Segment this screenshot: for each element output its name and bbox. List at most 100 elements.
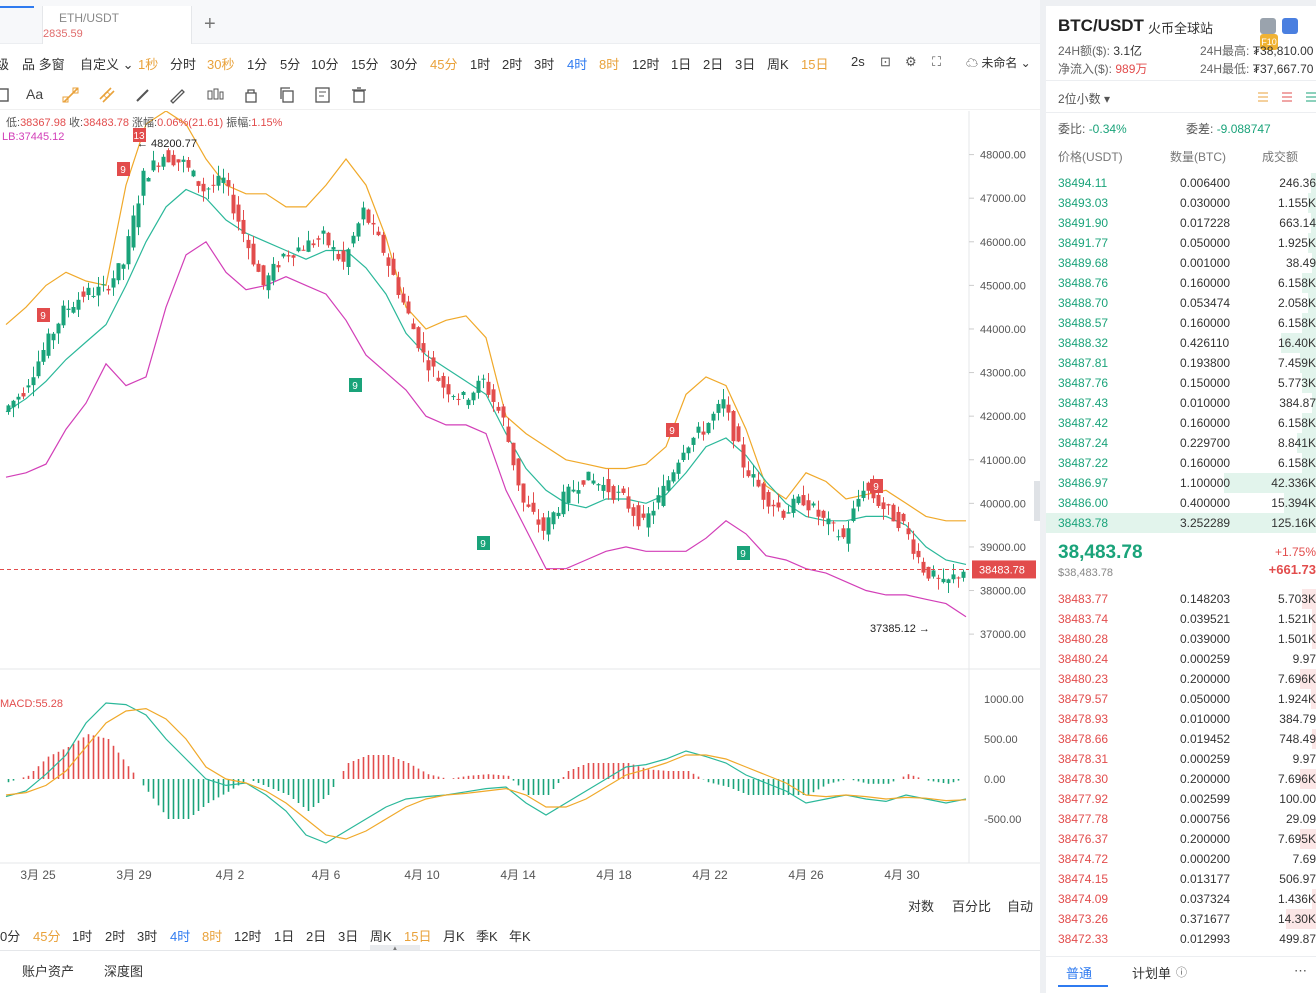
bottom-period-2[interactable]: 1时 bbox=[72, 929, 93, 944]
tab-depth-chart[interactable]: 深度图 bbox=[104, 964, 144, 979]
period-12[interactable]: 1时 bbox=[470, 57, 491, 72]
bid-row[interactable]: 38480.28 0.039000 1.501K bbox=[1046, 629, 1316, 649]
star-icon[interactable] bbox=[1281, 17, 1298, 34]
copy-icon[interactable] bbox=[277, 85, 297, 105]
bottom-period-4[interactable]: 3时 bbox=[137, 929, 158, 944]
ask-row[interactable]: 38489.68 0.001000 38.49 bbox=[1046, 253, 1316, 273]
tab-account-assets[interactable]: 账户资产 bbox=[22, 964, 75, 979]
bottom-period-7[interactable]: 12时 bbox=[234, 929, 262, 944]
bid-row[interactable]: 38478.66 0.019452 748.49 bbox=[1046, 729, 1316, 749]
ask-row[interactable]: 38488.70 0.053474 2.058K bbox=[1046, 293, 1316, 313]
orderbook-view-icons[interactable] bbox=[1256, 90, 1316, 104]
tab-plan-order[interactable]: 计划单 bbox=[1132, 966, 1172, 981]
bid-row[interactable]: 38478.30 0.200000 7.696K bbox=[1046, 769, 1316, 789]
decimals-select[interactable]: 2位小数 ▾ bbox=[1058, 92, 1111, 106]
bid-row[interactable]: 38478.31 0.000259 9.97 bbox=[1046, 749, 1316, 769]
period-5[interactable]: 30秒 bbox=[207, 57, 235, 72]
bottom-period-8[interactable]: 1日 bbox=[274, 929, 295, 944]
period-22[interactable]: 15日 bbox=[801, 57, 829, 72]
tab-eth-usdt[interactable]: ETH/USDT 2835.59 bbox=[42, 6, 192, 44]
bottom-period-6[interactable]: 8时 bbox=[202, 929, 223, 944]
add-tab-button[interactable]: + bbox=[204, 13, 216, 35]
period-23[interactable]: 2s bbox=[851, 54, 865, 69]
bottom-period-14[interactable]: 季K bbox=[476, 929, 498, 944]
bid-row[interactable]: 38483.77 0.148203 5.703K bbox=[1046, 589, 1316, 609]
period-3[interactable]: 1秒 bbox=[138, 57, 159, 72]
fullscreen-icon[interactable]: ⛶ bbox=[932, 54, 942, 69]
bid-row[interactable]: 38480.24 0.000259 9.97 bbox=[1046, 649, 1316, 669]
bid-row[interactable]: 38474.72 0.000200 7.69 bbox=[1046, 849, 1316, 869]
period-0[interactable]: 级 bbox=[0, 57, 10, 72]
period-18[interactable]: 1日 bbox=[671, 57, 692, 72]
settings-icon[interactable]: ⚙ bbox=[905, 54, 917, 69]
bid-row[interactable]: 38474.09 0.037324 1.436K bbox=[1046, 889, 1316, 909]
parallel-channel-icon[interactable] bbox=[97, 85, 117, 105]
bid-row[interactable]: 38473.26 0.371677 14.30K bbox=[1046, 909, 1316, 929]
bid-row[interactable]: 38479.57 0.050000 1.924K bbox=[1046, 689, 1316, 709]
bid-row[interactable]: 38480.23 0.200000 7.696K bbox=[1046, 669, 1316, 689]
period-7[interactable]: 5分 bbox=[280, 57, 301, 72]
f10-icon[interactable]: F10 bbox=[1260, 34, 1278, 51]
ask-row[interactable]: 38486.00 0.400000 15.394K bbox=[1046, 493, 1316, 513]
bottom-period-15[interactable]: 年K bbox=[509, 929, 531, 944]
period-10[interactable]: 30分 bbox=[390, 57, 418, 72]
period-9[interactable]: 15分 bbox=[351, 57, 379, 72]
text-tool-icon[interactable]: Aa bbox=[26, 86, 44, 102]
bid-row[interactable]: 38477.78 0.000756 29.09 bbox=[1046, 809, 1316, 829]
bid-row[interactable]: 38474.15 0.013177 506.97 bbox=[1046, 869, 1316, 889]
period-8[interactable]: 10分 bbox=[311, 57, 339, 72]
bottom-period-13[interactable]: 月K bbox=[443, 929, 465, 944]
ask-row[interactable]: 38487.24 0.229700 8.841K bbox=[1046, 433, 1316, 453]
bell-icon[interactable] bbox=[1260, 17, 1276, 34]
bottom-period-1[interactable]: 45分 bbox=[33, 929, 61, 944]
bottom-period-9[interactable]: 2日 bbox=[306, 929, 327, 944]
bid-row[interactable]: 38483.74 0.039521 1.521K bbox=[1046, 609, 1316, 629]
collapse-handle[interactable]: ▲ bbox=[370, 945, 420, 953]
screenshot-icon[interactable]: ⊡ bbox=[880, 54, 891, 69]
cursor-tool-icon[interactable] bbox=[0, 85, 14, 105]
period-4[interactable]: 分时 bbox=[170, 57, 197, 72]
pencil-icon[interactable] bbox=[133, 85, 153, 105]
candle-pattern-icon[interactable] bbox=[205, 85, 225, 105]
ask-row[interactable]: 38487.43 0.010000 384.87 bbox=[1046, 393, 1316, 413]
bottom-period-11[interactable]: 周K bbox=[370, 929, 392, 944]
more-icon[interactable]: ⋯ bbox=[1294, 963, 1307, 978]
ask-row[interactable]: 38487.76 0.150000 5.773K bbox=[1046, 373, 1316, 393]
period-15[interactable]: 4时 bbox=[567, 57, 588, 72]
ask-row[interactable]: 38483.78 3.252289 125.16K bbox=[1046, 513, 1316, 533]
ask-row[interactable]: 38487.22 0.160000 6.158K bbox=[1046, 453, 1316, 473]
period-19[interactable]: 2日 bbox=[703, 57, 724, 72]
period-6[interactable]: 1分 bbox=[247, 57, 268, 72]
percent-scale-button[interactable]: 百分比 bbox=[952, 899, 992, 914]
period-1[interactable]: 品 多窗 bbox=[22, 57, 65, 72]
bid-row[interactable]: 38476.37 0.200000 7.695K bbox=[1046, 829, 1316, 849]
auto-scale-button[interactable]: 自动 bbox=[1007, 899, 1034, 914]
ask-row[interactable]: 38493.03 0.030000 1.155K bbox=[1046, 193, 1316, 213]
bid-row[interactable]: 38472.33 0.012993 499.87 bbox=[1046, 929, 1316, 949]
bottom-period-12[interactable]: 15日 bbox=[404, 929, 432, 944]
ask-row[interactable]: 38488.32 0.426110 16.40K bbox=[1046, 333, 1316, 353]
tab-normal[interactable]: 普通 bbox=[1066, 966, 1093, 981]
bottom-period-10[interactable]: 3日 bbox=[338, 929, 359, 944]
ask-row[interactable]: 38487.81 0.193800 7.459K bbox=[1046, 353, 1316, 373]
period-11[interactable]: 45分 bbox=[430, 57, 458, 72]
chart-canvas[interactable]: 48000.00 47000.00 46000.00 45000.00 44000.00… bbox=[0, 111, 1040, 891]
ask-row[interactable]: 38488.57 0.160000 6.158K bbox=[1046, 313, 1316, 333]
lock-icon[interactable] bbox=[241, 85, 261, 105]
period-20[interactable]: 3日 bbox=[735, 57, 756, 72]
layout-name-dropdown[interactable]: ☁ 未命名 ⌄ bbox=[966, 56, 1031, 70]
trend-line-icon[interactable] bbox=[61, 85, 81, 105]
edit-settings-icon[interactable] bbox=[313, 85, 333, 105]
log-scale-button[interactable]: 对数 bbox=[908, 899, 935, 914]
period-21[interactable]: 周K bbox=[767, 57, 789, 72]
ask-row[interactable]: 38488.76 0.160000 6.158K bbox=[1046, 273, 1316, 293]
ask-row[interactable]: 38491.77 0.050000 1.925K bbox=[1046, 233, 1316, 253]
bottom-period-0[interactable]: 0分 bbox=[0, 929, 21, 944]
bottom-period-3[interactable]: 2时 bbox=[105, 929, 126, 944]
bottom-period-5[interactable]: 4时 bbox=[170, 929, 191, 944]
trash-icon[interactable] bbox=[349, 85, 369, 105]
period-14[interactable]: 3时 bbox=[534, 57, 555, 72]
ask-row[interactable]: 38491.90 0.017228 663.14 bbox=[1046, 213, 1316, 233]
brush-icon[interactable] bbox=[168, 85, 188, 105]
ask-row[interactable]: 38487.42 0.160000 6.158K bbox=[1046, 413, 1316, 433]
